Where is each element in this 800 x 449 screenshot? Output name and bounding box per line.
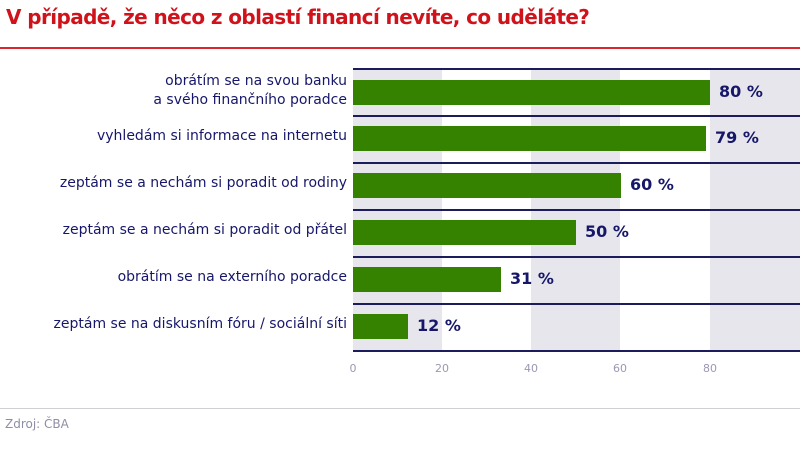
title-divider bbox=[0, 47, 800, 49]
category-label-line: a svého finančního poradce bbox=[153, 92, 347, 108]
x-tick-label: 0 bbox=[349, 362, 357, 375]
row-separator bbox=[353, 68, 800, 70]
value-label: 79 % bbox=[715, 128, 759, 147]
row-separator bbox=[353, 256, 800, 258]
row-separator bbox=[353, 303, 800, 305]
category-label: vyhledám si informace na internetu bbox=[96, 128, 347, 144]
row-separator bbox=[353, 115, 800, 117]
value-label: 50 % bbox=[585, 222, 629, 241]
x-tick-label: 20 bbox=[435, 362, 449, 375]
plot-area: 80 % 79 % 60 % 50 % 31 % 12 % bbox=[353, 68, 800, 352]
value-label: 12 % bbox=[417, 316, 461, 335]
category-label: zeptám se a nechám si poradit od přátel bbox=[62, 222, 347, 238]
bar bbox=[353, 126, 706, 151]
category-label: zeptám se na diskusním fóru / sociální s… bbox=[53, 316, 347, 332]
category-label: obrátím se na externího poradce bbox=[117, 269, 347, 285]
category-label: obrátím se na svou banku a svého finančn… bbox=[7, 72, 347, 110]
value-label: 60 % bbox=[630, 175, 674, 194]
x-tick-label: 80 bbox=[703, 362, 717, 375]
source-note: Zdroj: ČBA bbox=[5, 417, 69, 431]
footer-divider bbox=[0, 408, 800, 409]
bar bbox=[353, 314, 408, 339]
bar bbox=[353, 80, 710, 105]
row-separator bbox=[353, 162, 800, 164]
bar bbox=[353, 267, 501, 292]
category-label: zeptám se a nechám si poradit od rodiny bbox=[59, 175, 347, 191]
value-label: 31 % bbox=[510, 269, 554, 288]
x-axis-line bbox=[353, 350, 800, 352]
category-label-line: obrátím se na svou banku bbox=[165, 73, 347, 89]
x-tick-label: 60 bbox=[613, 362, 627, 375]
row-separator bbox=[353, 209, 800, 211]
bar bbox=[353, 173, 621, 198]
chart-title: V případě, že něco z oblastí financí nev… bbox=[6, 5, 590, 29]
x-tick-label: 40 bbox=[524, 362, 538, 375]
value-label: 80 % bbox=[719, 82, 763, 101]
bar bbox=[353, 220, 576, 245]
